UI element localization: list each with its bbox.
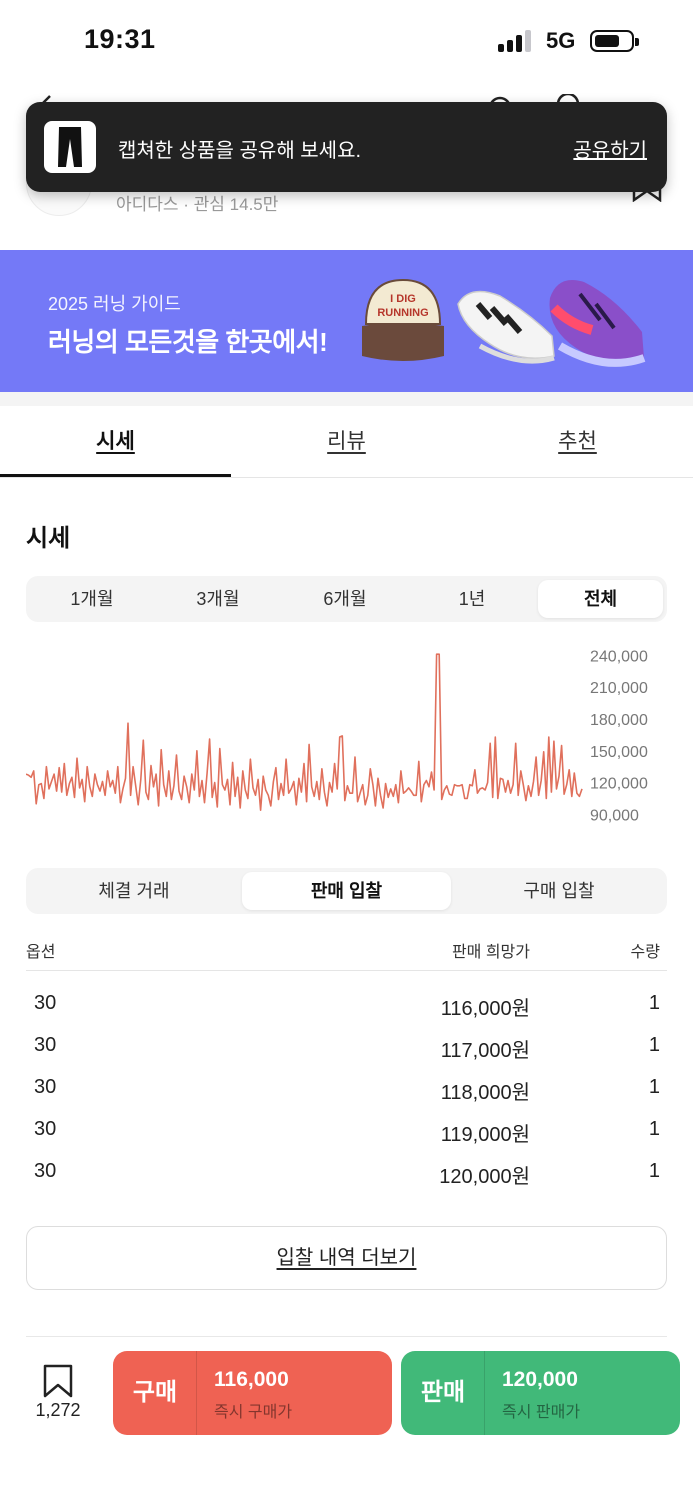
- share-toast: 캡쳐한 상품을 공유해 보세요. 공유하기: [26, 102, 667, 192]
- price-chart[interactable]: 240,000 210,000 180,000 150,000 120,000 90,00…: [26, 650, 666, 825]
- y-tick-label: 180,000: [590, 712, 648, 729]
- sell-label: 판매: [420, 1379, 466, 1406]
- y-tick-label: 210,000: [590, 680, 648, 697]
- y-tick-label: 240,000: [590, 650, 648, 665]
- y-tick-label: 150,000: [590, 744, 648, 761]
- row-price: 116,000원: [440, 998, 530, 1020]
- buy-sublabel: 즉시 구매가: [214, 1404, 293, 1421]
- row-option: 30: [34, 1034, 57, 1056]
- share-button[interactable]: 공유하기: [573, 140, 647, 162]
- cap-icon: I DIG RUNNING: [362, 278, 444, 361]
- buy-button[interactable]: 구매 116,000 즉시 구매가: [113, 1351, 392, 1435]
- table-row: 30 116,000원 1: [26, 984, 667, 1026]
- column-qty: 수량: [630, 944, 660, 961]
- banner-title: 러닝의 모든것을 한곳에서!: [48, 327, 328, 357]
- y-tick-label: 90,000: [590, 807, 639, 824]
- more-bids-button[interactable]: 입찰 내역 더보기: [26, 1226, 667, 1290]
- row-qty: 1: [648, 1076, 660, 1098]
- tab-review[interactable]: 리뷰: [327, 430, 366, 453]
- table-row: 30 120,000원 1: [26, 1152, 667, 1194]
- section-title: 시세: [26, 525, 71, 552]
- tab-divider: [0, 477, 693, 478]
- buy-label: 구매: [132, 1379, 178, 1406]
- white-shoe-icon: [457, 290, 555, 364]
- network-type: 5G: [546, 28, 576, 53]
- tab-sell-bids[interactable]: 판매 입찰: [242, 872, 451, 910]
- sell-sublabel: 즉시 판매가: [502, 1404, 581, 1421]
- sell-button[interactable]: 판매 120,000 즉시 판매가: [401, 1351, 680, 1435]
- buy-price: 116,000: [214, 1368, 289, 1391]
- row-qty: 1: [648, 1160, 660, 1182]
- period-all[interactable]: 전체: [538, 580, 663, 618]
- row-price: 120,000원: [439, 1166, 530, 1188]
- row-option: 30: [34, 1118, 57, 1140]
- period-3m[interactable]: 3개월: [196, 589, 240, 609]
- row-price: 117,000원: [440, 1040, 530, 1062]
- purple-shoe-icon: [549, 280, 646, 367]
- tab-trades[interactable]: 체결 거래: [98, 881, 170, 901]
- tab-recommend[interactable]: 추천: [558, 430, 597, 453]
- cellular-signal-icon: [498, 30, 536, 52]
- running-guide-banner[interactable]: 2025 러닝 가이드 러닝의 모든것을 한곳에서! I DIG RUNNING: [0, 250, 693, 392]
- tab-price[interactable]: 시세: [96, 430, 135, 453]
- pants-icon: [58, 127, 82, 167]
- tab-buy-bids[interactable]: 구매 입찰: [523, 881, 595, 901]
- row-price: 119,000원: [440, 1124, 530, 1146]
- product-thumbnail: [44, 121, 96, 173]
- table-row: 30 119,000원 1: [26, 1110, 667, 1152]
- table-row: 30 117,000원 1: [26, 1026, 667, 1068]
- column-option: 옵션: [26, 944, 56, 961]
- row-qty: 1: [648, 1034, 660, 1056]
- wishlist-bookmark-icon[interactable]: [42, 1364, 74, 1398]
- period-filter: 1개월 3개월 6개월 1년 전체: [26, 576, 667, 622]
- status-time: 19:31: [84, 24, 156, 54]
- table-header-divider: [26, 970, 667, 971]
- battery-icon: [590, 30, 639, 52]
- period-6m[interactable]: 6개월: [323, 589, 367, 609]
- column-price: 판매 희망가: [451, 944, 530, 961]
- period-1m[interactable]: 1개월: [70, 589, 114, 609]
- period-1y[interactable]: 1년: [458, 589, 486, 609]
- wishlist-count: 1,272: [35, 1400, 81, 1420]
- row-qty: 1: [648, 992, 660, 1014]
- sell-price: 120,000: [502, 1368, 578, 1391]
- cap-text-1: I DIG: [390, 293, 416, 305]
- toast-message: 캡쳐한 상품을 공유해 보세요.: [118, 140, 362, 162]
- row-option: 30: [34, 992, 57, 1014]
- bottom-divider: [26, 1336, 667, 1337]
- table-row: 30 118,000원 1: [26, 1068, 667, 1110]
- buy-separator: [196, 1351, 197, 1435]
- brand-interest: 아디다스 · 관심 14.5만: [116, 195, 279, 214]
- bid-type-tabs: 체결 거래 판매 입찰 구매 입찰: [26, 868, 667, 914]
- row-option: 30: [34, 1160, 57, 1182]
- y-tick-label: 120,000: [590, 776, 648, 793]
- row-qty: 1: [648, 1118, 660, 1140]
- row-option: 30: [34, 1076, 57, 1098]
- tab-active-indicator: [0, 474, 231, 477]
- price-series-line: [26, 653, 583, 811]
- cap-text-2: RUNNING: [377, 307, 428, 319]
- banner-subtitle: 2025 러닝 가이드: [48, 294, 181, 314]
- row-price: 118,000원: [440, 1082, 530, 1104]
- section-gap: [0, 392, 693, 406]
- sell-separator: [484, 1351, 485, 1435]
